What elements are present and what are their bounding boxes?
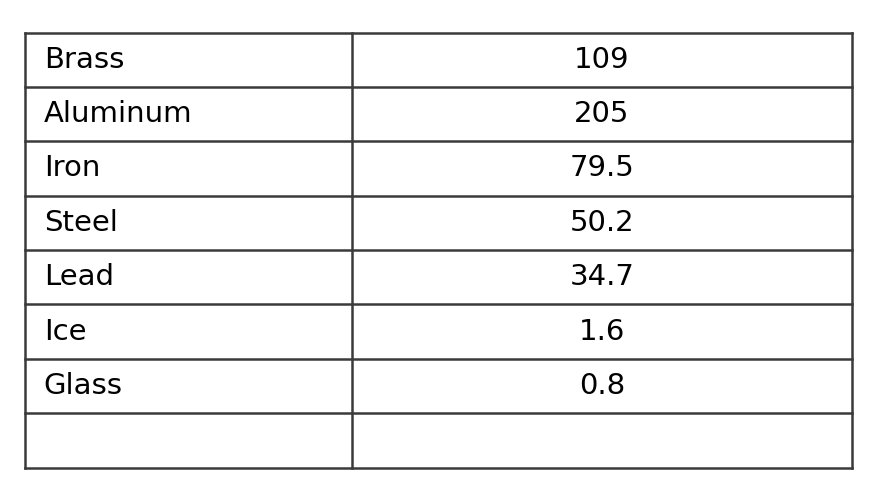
Text: 109: 109	[574, 46, 630, 74]
Text: 0.8: 0.8	[579, 372, 625, 400]
Text: Brass: Brass	[44, 46, 125, 74]
Text: 1.6: 1.6	[579, 318, 625, 345]
Text: 205: 205	[574, 100, 630, 128]
Text: 79.5: 79.5	[570, 154, 634, 182]
Text: Lead: Lead	[44, 263, 114, 291]
Text: 50.2: 50.2	[570, 209, 634, 237]
Text: 34.7: 34.7	[569, 263, 634, 291]
Text: Ice: Ice	[44, 318, 86, 345]
Text: Iron: Iron	[44, 154, 100, 182]
Text: Steel: Steel	[44, 209, 118, 237]
Text: Glass: Glass	[44, 372, 123, 400]
Text: Aluminum: Aluminum	[44, 100, 192, 128]
